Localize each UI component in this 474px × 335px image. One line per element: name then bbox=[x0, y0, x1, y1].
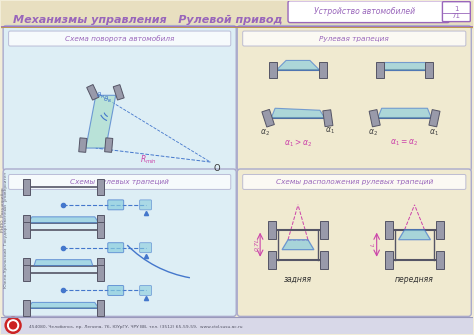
Polygon shape bbox=[437, 221, 445, 239]
Polygon shape bbox=[28, 217, 99, 223]
FancyBboxPatch shape bbox=[140, 243, 152, 253]
Polygon shape bbox=[268, 251, 276, 269]
Circle shape bbox=[5, 317, 21, 333]
Polygon shape bbox=[323, 110, 333, 127]
Polygon shape bbox=[113, 85, 124, 100]
Text: Механизмы управления   Рулевой привод: Механизмы управления Рулевой привод bbox=[13, 15, 283, 25]
Polygon shape bbox=[319, 62, 327, 78]
Polygon shape bbox=[87, 84, 99, 100]
FancyBboxPatch shape bbox=[243, 175, 466, 189]
FancyBboxPatch shape bbox=[243, 31, 466, 46]
Polygon shape bbox=[79, 138, 87, 152]
Text: $\alpha_1>\alpha_2$: $\alpha_1>\alpha_2$ bbox=[284, 137, 312, 149]
Text: Рулевая трапеция: Рулевая трапеция bbox=[319, 36, 389, 42]
Polygon shape bbox=[426, 62, 433, 78]
FancyBboxPatch shape bbox=[108, 285, 124, 295]
Text: 0,7L: 0,7L bbox=[255, 238, 260, 252]
Polygon shape bbox=[320, 221, 328, 239]
Text: задняя: задняя bbox=[284, 275, 312, 284]
Text: 1: 1 bbox=[454, 6, 459, 12]
FancyBboxPatch shape bbox=[9, 31, 231, 46]
FancyBboxPatch shape bbox=[108, 243, 124, 253]
Polygon shape bbox=[34, 260, 93, 266]
Polygon shape bbox=[378, 108, 431, 118]
Polygon shape bbox=[97, 222, 104, 238]
FancyBboxPatch shape bbox=[237, 25, 471, 171]
Bar bbox=[1, 28, 474, 322]
Polygon shape bbox=[429, 110, 440, 127]
Text: Схемы расположения рулевых трапеций: Схемы расположения рулевых трапеций bbox=[276, 179, 433, 185]
Text: Южно-Уральский  Государственный  университет: Южно-Уральский Государственный университ… bbox=[4, 172, 8, 288]
Polygon shape bbox=[23, 300, 29, 316]
Circle shape bbox=[8, 320, 18, 331]
FancyBboxPatch shape bbox=[288, 1, 449, 22]
Polygon shape bbox=[97, 265, 104, 280]
Text: Схема поворота автомобиля: Схема поворота автомобиля bbox=[65, 35, 174, 42]
Text: $\theta_в$: $\theta_в$ bbox=[103, 95, 112, 106]
Circle shape bbox=[9, 322, 17, 329]
Polygon shape bbox=[97, 300, 104, 316]
Polygon shape bbox=[28, 303, 99, 309]
FancyBboxPatch shape bbox=[140, 285, 152, 295]
Text: $\alpha_1$: $\alpha_1$ bbox=[428, 128, 438, 138]
Text: $R_{min}$: $R_{min}$ bbox=[140, 154, 157, 166]
Polygon shape bbox=[23, 222, 29, 238]
Text: $\alpha_2$: $\alpha_2$ bbox=[260, 128, 270, 138]
Polygon shape bbox=[262, 110, 274, 127]
Polygon shape bbox=[437, 251, 445, 269]
Polygon shape bbox=[271, 108, 325, 118]
Text: 454080, Челябинск, пр. Ленина, 76, ЮУрГУ, ЧРУ ВВ, тел. (3512) 65-59-59,  www.ctd: 454080, Челябинск, пр. Ленина, 76, ЮУрГУ… bbox=[29, 325, 243, 329]
Bar bbox=[1, 317, 474, 334]
Text: $\alpha_1$: $\alpha_1$ bbox=[325, 126, 335, 136]
Polygon shape bbox=[384, 251, 392, 269]
Polygon shape bbox=[376, 62, 383, 78]
Polygon shape bbox=[23, 179, 29, 195]
Polygon shape bbox=[23, 258, 29, 274]
Polygon shape bbox=[23, 265, 29, 280]
Text: Устройство автомобилей: Устройство автомобилей bbox=[314, 7, 415, 16]
Polygon shape bbox=[86, 95, 116, 148]
Polygon shape bbox=[282, 240, 314, 250]
FancyBboxPatch shape bbox=[140, 200, 152, 210]
Polygon shape bbox=[384, 221, 392, 239]
Polygon shape bbox=[105, 138, 113, 152]
Polygon shape bbox=[97, 179, 104, 195]
Text: $\theta_н$: $\theta_н$ bbox=[96, 91, 105, 102]
Polygon shape bbox=[399, 230, 430, 240]
FancyBboxPatch shape bbox=[108, 200, 124, 210]
Polygon shape bbox=[23, 215, 29, 231]
Text: Схемы рулевых трапеций: Схемы рулевых трапеций bbox=[70, 179, 169, 185]
Text: O: O bbox=[213, 164, 220, 173]
Text: $\alpha_2$: $\alpha_2$ bbox=[368, 128, 378, 138]
Polygon shape bbox=[320, 251, 328, 269]
Text: L: L bbox=[371, 243, 376, 247]
FancyBboxPatch shape bbox=[3, 169, 236, 316]
FancyBboxPatch shape bbox=[442, 2, 470, 21]
Polygon shape bbox=[276, 60, 320, 70]
FancyBboxPatch shape bbox=[237, 169, 471, 316]
Polygon shape bbox=[269, 62, 277, 78]
Polygon shape bbox=[268, 221, 276, 239]
FancyBboxPatch shape bbox=[3, 25, 236, 171]
Polygon shape bbox=[383, 62, 427, 70]
Polygon shape bbox=[369, 110, 380, 127]
Polygon shape bbox=[97, 258, 104, 274]
FancyBboxPatch shape bbox=[9, 175, 231, 189]
Text: 71: 71 bbox=[452, 13, 461, 19]
Text: передняя: передняя bbox=[395, 275, 434, 284]
Polygon shape bbox=[97, 215, 104, 231]
Bar bbox=[1, 1, 474, 28]
Text: $\alpha_1=\alpha_2$: $\alpha_1=\alpha_2$ bbox=[390, 138, 418, 148]
Text: РНПО  Росучприбор: РНПО Росучприбор bbox=[1, 188, 5, 232]
